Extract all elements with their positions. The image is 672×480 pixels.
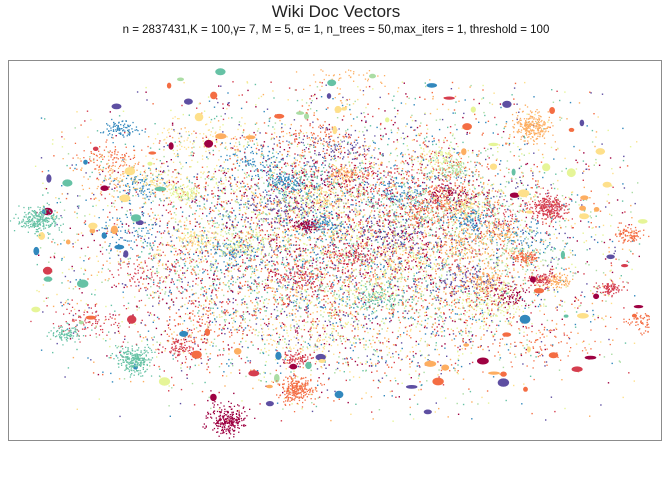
chart-subtitle: n = 2837431,K = 100,γ= 7, M = 5, α= 1, n…	[122, 24, 550, 36]
scatter-plot	[9, 68, 650, 439]
plot-panel	[8, 60, 662, 441]
chart-title: Wiki Doc Vectors	[271, 2, 401, 21]
